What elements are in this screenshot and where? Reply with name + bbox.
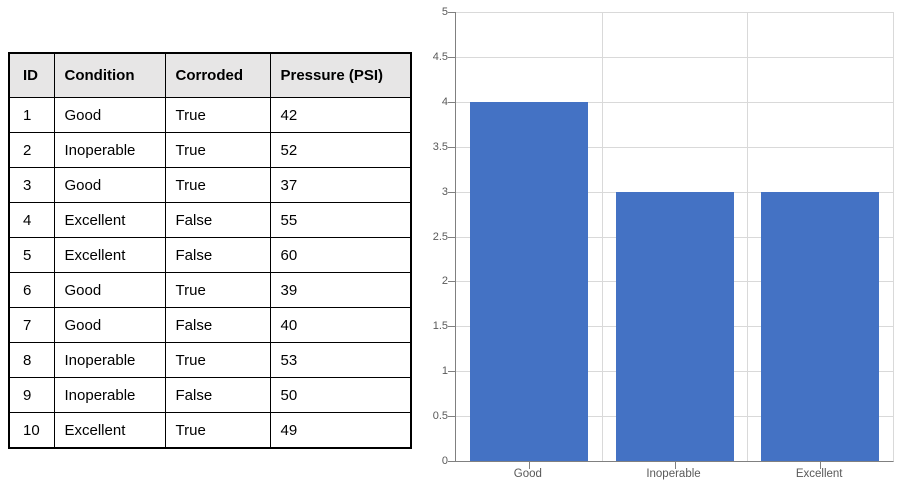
y-axis-tick-label: 0 [441, 455, 448, 467]
y-axis-tick [448, 281, 455, 283]
x-axis-tick-label: Excellent [795, 468, 843, 480]
pipe-data-table: ID Condition Corroded Pressure (PSI) 1 Go… [8, 52, 412, 449]
y-axis-tick [448, 236, 455, 238]
table-cell: 5 [8, 237, 55, 273]
table-body: 1 Good True 42 2 Inoperable True 52 3 Good True 37 4… [8, 97, 412, 449]
table-row: 10 Excellent True 49 [8, 412, 412, 449]
y-axis-tick [448, 191, 455, 193]
table-row: 9 Inoperable False 50 [8, 377, 412, 413]
table-cell: 60 [269, 237, 412, 273]
y-axis-tick-label: 4.5 [432, 50, 448, 63]
gridline-horizontal [456, 12, 893, 13]
table-cell: True [164, 412, 271, 449]
gridline-vertical [601, 12, 603, 461]
table-cell: 42 [269, 97, 412, 133]
table-cell: Good [53, 167, 166, 203]
table-cell: 53 [269, 342, 412, 378]
table-cell: 49 [269, 412, 412, 449]
y-axis-tick [448, 12, 455, 13]
table-cell: True [164, 272, 271, 308]
table-cell: 3 [8, 167, 55, 203]
x-axis-tick [528, 462, 530, 469]
table-cell: True [164, 167, 271, 203]
table-cell: Inoperable [53, 377, 166, 413]
chart-plot-area [448, 12, 894, 469]
table-row: 8 Inoperable True 53 [8, 342, 412, 378]
x-axis-tick [674, 462, 676, 469]
table-row: 7 Good False 40 [8, 307, 412, 343]
y-axis-tick [448, 101, 455, 103]
x-axis-tick [820, 462, 822, 469]
table-cell: Good [53, 272, 166, 308]
table-cell: Inoperable [53, 342, 166, 378]
table-cell: True [164, 132, 271, 168]
gridline-horizontal [456, 101, 893, 103]
y-axis-tick [448, 56, 455, 58]
y-axis-tick-label: 2.5 [432, 230, 448, 243]
table-cell: Good [53, 97, 166, 133]
table-cell: True [164, 97, 271, 133]
y-axis-tick [448, 326, 455, 328]
gridline-vertical [747, 12, 749, 461]
table-cell: 50 [269, 377, 412, 413]
table-row: 1 Good True 42 [8, 97, 412, 133]
table-cell: False [164, 237, 271, 273]
table-header-row: ID Condition Corroded Pressure (PSI) [8, 52, 412, 98]
y-axis-tick-label: 1.5 [432, 320, 448, 333]
y-axis-tick-label: 2 [441, 275, 448, 288]
y-axis-tick-label: 0.5 [432, 410, 448, 423]
table-cell: Excellent [53, 202, 166, 238]
table-cell: 8 [8, 342, 55, 378]
table-cell: 4 [8, 202, 55, 238]
y-axis-tick [448, 371, 455, 373]
gridline-horizontal [456, 146, 893, 148]
y-axis-tick-label: 4 [441, 95, 448, 108]
table-cell: 37 [269, 167, 412, 203]
y-axis-tick [448, 416, 455, 418]
y-axis-tick [448, 146, 455, 148]
table-row: 6 Good True 39 [8, 272, 412, 308]
y-axis-tick-label: 5 [441, 6, 448, 18]
y-axis-tick-label: 3 [441, 185, 448, 198]
table-cell: True [164, 342, 271, 378]
table-cell: 39 [269, 272, 412, 308]
y-axis-tick-label: 3.5 [432, 140, 448, 153]
bar [761, 191, 880, 461]
table-row: 5 Excellent False 60 [8, 237, 412, 273]
table-cell: 52 [269, 132, 412, 168]
x-axis-tick-label: Good [513, 468, 542, 480]
table-cell: Excellent [53, 412, 166, 449]
table-cell: 2 [8, 132, 55, 168]
table-cell: 40 [269, 307, 412, 343]
bar [469, 101, 588, 461]
table-cell: 7 [8, 307, 55, 343]
table-cell: False [164, 307, 271, 343]
gridline-horizontal [456, 56, 893, 58]
y-axis-tick [448, 461, 455, 462]
column-header-pressure: Pressure (PSI) [269, 52, 412, 98]
x-axis-tick-label: Inoperable [646, 468, 701, 480]
bar [615, 191, 734, 461]
table-cell: False [164, 377, 271, 413]
table-cell: Good [53, 307, 166, 343]
table-cell: 6 [8, 272, 55, 308]
y-axis-tick-label: 1 [441, 365, 448, 378]
table-row: 3 Good True 37 [8, 167, 412, 203]
